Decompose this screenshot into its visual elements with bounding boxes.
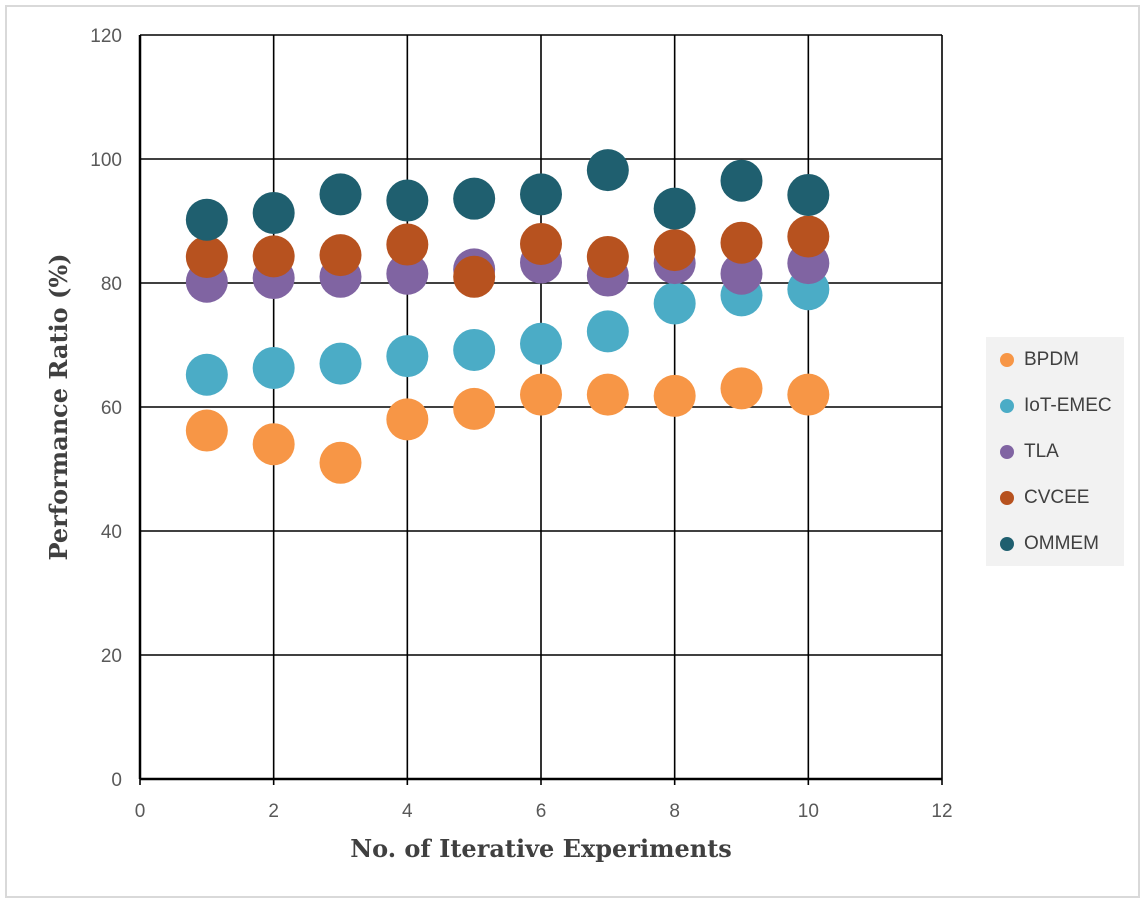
point-ommem bbox=[787, 173, 830, 216]
y-tick-label: 120 bbox=[90, 26, 122, 47]
y-tick-label: 60 bbox=[101, 398, 122, 419]
legend-item: OMMEM bbox=[986, 529, 1099, 559]
point-iot-emec bbox=[453, 328, 496, 371]
point-ommem bbox=[252, 191, 295, 234]
y-tick-label: 40 bbox=[101, 522, 122, 543]
point-cvcee bbox=[319, 234, 362, 277]
legend-marker bbox=[1000, 445, 1014, 459]
point-iot-emec bbox=[520, 322, 562, 365]
y-tick-label: 100 bbox=[90, 150, 122, 171]
x-tick-label: 6 bbox=[536, 801, 547, 822]
point-cvcee bbox=[653, 229, 696, 272]
point-cvcee bbox=[787, 215, 830, 258]
point-cvcee bbox=[586, 235, 629, 278]
point-ommem bbox=[185, 198, 228, 241]
series-bpdm bbox=[185, 367, 830, 484]
point-bpdm bbox=[787, 373, 830, 416]
point-iot-emec bbox=[653, 282, 696, 325]
point-cvcee bbox=[386, 223, 429, 266]
point-iot-emec bbox=[586, 310, 629, 353]
series-cvcee bbox=[185, 215, 830, 298]
tick-labels: 0 20 40 60 80 100 120 0 2 4 6 8 10 12 bbox=[90, 26, 952, 822]
x-tick-label: 10 bbox=[798, 801, 819, 822]
point-cvcee bbox=[453, 255, 496, 298]
legend-label: OMMEM bbox=[1024, 533, 1099, 554]
point-ommem bbox=[653, 187, 696, 230]
chart-frame bbox=[5, 5, 1140, 898]
point-cvcee bbox=[520, 222, 562, 265]
legend-item: IoT-EMEC bbox=[986, 391, 1112, 421]
x-tick-label: 8 bbox=[669, 801, 680, 822]
legend-marker bbox=[1000, 537, 1014, 551]
legend-label: IoT-EMEC bbox=[1024, 395, 1112, 416]
point-iot-emec bbox=[319, 342, 362, 385]
point-iot-emec bbox=[386, 335, 429, 378]
point-bpdm bbox=[653, 374, 696, 417]
y-tick-label: 0 bbox=[111, 770, 122, 791]
legend-marker bbox=[1000, 399, 1014, 413]
legend-marker bbox=[1000, 491, 1014, 505]
point-ommem bbox=[319, 173, 362, 216]
point-iot-emec bbox=[185, 353, 228, 396]
point-ommem bbox=[720, 159, 763, 202]
legend-label: BPDM bbox=[1024, 349, 1079, 370]
data-points bbox=[185, 149, 830, 484]
legend-item: BPDM bbox=[986, 345, 1079, 375]
point-tla bbox=[720, 252, 763, 295]
series-ommem bbox=[185, 149, 830, 241]
point-iot-emec bbox=[252, 346, 295, 389]
x-tick-label: 2 bbox=[268, 801, 279, 822]
legend-item: TLA bbox=[986, 437, 1059, 467]
x-tick-label: 12 bbox=[931, 801, 952, 822]
point-bpdm bbox=[586, 373, 629, 416]
point-bpdm bbox=[386, 398, 429, 441]
point-cvcee bbox=[252, 235, 295, 278]
point-bpdm bbox=[252, 423, 295, 466]
legend: BPDM IoT-EMEC TLA CVCEE OMMEM bbox=[986, 337, 1124, 566]
point-ommem bbox=[520, 173, 562, 216]
point-ommem bbox=[386, 179, 429, 222]
point-ommem bbox=[586, 149, 629, 192]
y-axis-title: Performance Ratio (%) bbox=[44, 253, 73, 560]
point-bpdm bbox=[720, 367, 763, 410]
legend-label: CVCEE bbox=[1024, 487, 1090, 508]
x-tick-label: 4 bbox=[402, 801, 413, 822]
point-cvcee bbox=[185, 235, 228, 278]
point-ommem bbox=[453, 177, 496, 220]
y-tick-label: 20 bbox=[101, 646, 122, 667]
legend-label: TLA bbox=[1024, 441, 1059, 462]
point-bpdm bbox=[185, 409, 228, 452]
legend-item: CVCEE bbox=[986, 483, 1089, 513]
x-tick-label: 0 bbox=[135, 801, 146, 822]
point-bpdm bbox=[453, 387, 496, 430]
point-bpdm bbox=[520, 373, 562, 416]
x-axis-title: No. of Iterative Experiments bbox=[350, 834, 732, 863]
point-cvcee bbox=[720, 221, 763, 264]
y-tick-label: 80 bbox=[101, 274, 122, 295]
legend-marker bbox=[1000, 353, 1014, 367]
point-bpdm bbox=[319, 441, 362, 484]
point-tla bbox=[386, 252, 429, 295]
